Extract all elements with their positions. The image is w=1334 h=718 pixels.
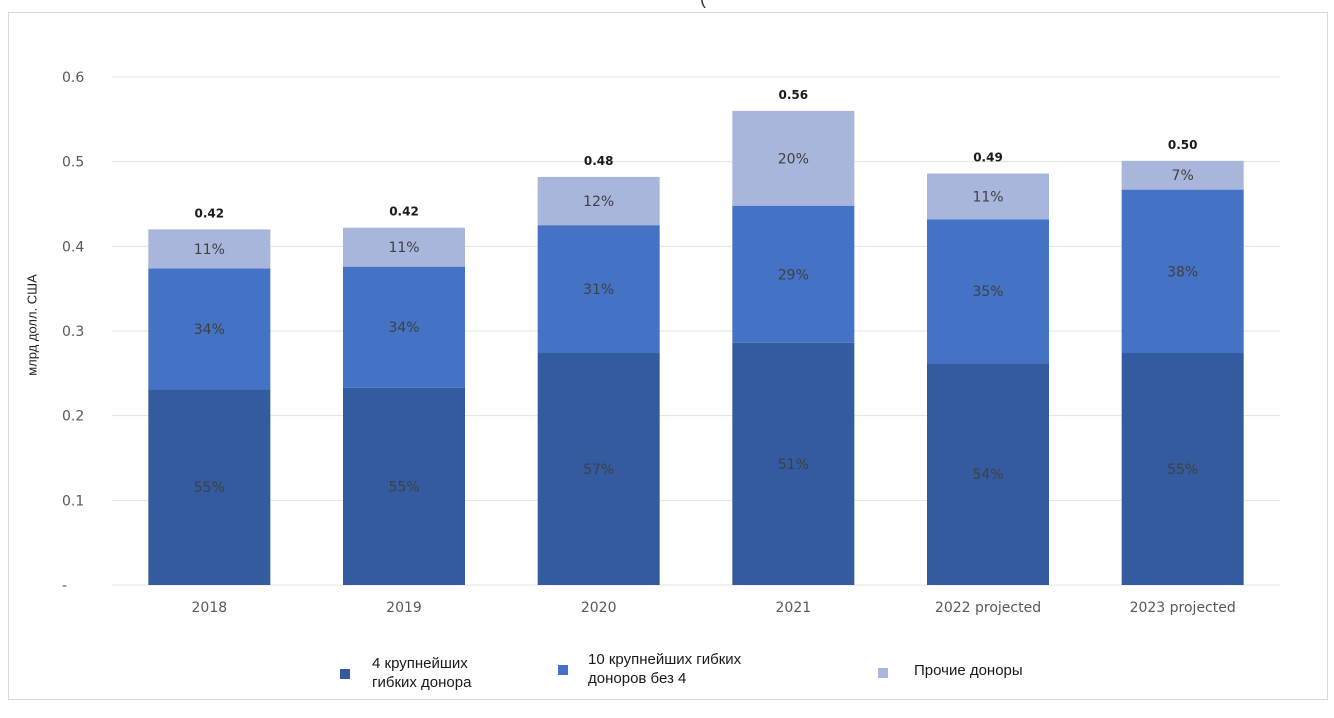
bar-segment bbox=[537, 225, 660, 354]
segment-data-label: 55% bbox=[194, 480, 225, 496]
bar-segment bbox=[148, 268, 271, 390]
legend-item-other: Прочие доноры bbox=[878, 661, 1023, 680]
segment-data-label: 20% bbox=[778, 151, 809, 167]
x-tick-label: 2023 projected bbox=[1130, 600, 1236, 616]
segment-data-label: 34% bbox=[388, 320, 419, 336]
x-tick-label: 2020 bbox=[581, 600, 617, 616]
segment-data-label: 11% bbox=[194, 242, 225, 258]
y-tick-label: 0.5 bbox=[62, 155, 84, 171]
x-tick-label: 2018 bbox=[192, 600, 228, 616]
bar-total-label: 0.49 bbox=[973, 151, 1003, 165]
bar-segment bbox=[148, 389, 271, 585]
segment-data-label: 29% bbox=[778, 267, 809, 283]
x-tick-labels: 2018 2019 2020 2021 2022 projected 2023 proje… bbox=[192, 600, 1236, 616]
legend-swatch-top10 bbox=[558, 665, 568, 675]
bar-total-label: 0.48 bbox=[584, 154, 614, 168]
legend-label-other: Прочие доноры bbox=[914, 662, 1023, 679]
bar-segment bbox=[927, 363, 1049, 585]
y-tick-label: - bbox=[62, 578, 67, 594]
bar-segment bbox=[1121, 189, 1244, 354]
segment-data-label: 55% bbox=[388, 479, 419, 495]
gridlines bbox=[112, 76, 1280, 586]
bar-segment bbox=[148, 229, 271, 269]
chart-frame bbox=[8, 12, 1328, 700]
segment-data-label: 38% bbox=[1167, 264, 1198, 280]
bar-segment bbox=[537, 176, 660, 226]
legend-swatch-top4 bbox=[340, 669, 350, 679]
segment-data-label: 7% bbox=[1172, 168, 1194, 184]
clipped-title-glyph: ( bbox=[700, 0, 706, 9]
segment-data-label: 31% bbox=[583, 282, 614, 298]
bar-segment bbox=[732, 342, 855, 585]
bar-segment bbox=[1121, 160, 1244, 190]
legend-label-top10: 10 крупнейших гибких доноров без 4 bbox=[588, 651, 742, 687]
segment-data-label: 11% bbox=[972, 189, 1003, 205]
y-tick-label: 0.6 bbox=[62, 70, 84, 86]
bar-segment bbox=[927, 173, 1049, 220]
segment-data-label: 51% bbox=[778, 457, 809, 473]
x-tick-label: 2022 projected bbox=[935, 600, 1041, 616]
bar-segment bbox=[343, 387, 465, 585]
segment-data-label: 12% bbox=[583, 194, 614, 210]
bar-segment bbox=[732, 110, 855, 206]
bar-segment bbox=[343, 266, 465, 388]
bar-segment bbox=[537, 353, 660, 585]
bar-segment bbox=[343, 227, 465, 267]
x-tick-label: 2019 bbox=[386, 600, 422, 616]
bar-total-label: 0.42 bbox=[195, 206, 225, 220]
bar-total-label: 0.56 bbox=[779, 88, 809, 102]
bar-segment bbox=[1121, 353, 1244, 585]
segment-data-label: 11% bbox=[388, 240, 419, 256]
segment-data-label: 34% bbox=[194, 322, 225, 338]
y-tick-labels: - 0.1 0.2 0.3 0.4 0.5 0.6 bbox=[62, 70, 84, 594]
y-axis-label-text: млрд долл. США bbox=[24, 274, 40, 376]
legend-label-top4: 4 крупнейших гибких донора bbox=[372, 655, 472, 691]
y-tick-label: 0.3 bbox=[62, 324, 84, 340]
bar-segment bbox=[927, 219, 1049, 364]
segment-data-label: 57% bbox=[583, 462, 614, 478]
legend-swatch-other bbox=[878, 668, 888, 678]
legend-item-top4: 4 крупнейших гибких донора bbox=[340, 654, 484, 692]
y-tick-label: 0.2 bbox=[62, 409, 84, 425]
y-tick-label: 0.4 bbox=[62, 239, 84, 255]
x-tick-label: 2021 bbox=[776, 600, 812, 616]
y-tick-label: 0.1 bbox=[62, 493, 84, 509]
segment-data-label: 55% bbox=[1167, 462, 1198, 478]
legend-item-top10: 10 крупнейших гибких доноров без 4 bbox=[558, 650, 798, 688]
bar-total-label: 0.42 bbox=[389, 205, 419, 219]
bar-segment bbox=[732, 205, 855, 343]
segment-data-label: 35% bbox=[972, 284, 1003, 300]
segment-data-label: 54% bbox=[972, 467, 1003, 483]
bar-total-label: 0.50 bbox=[1168, 138, 1198, 152]
bars: 55% 34% 11% 0.42 55% 34% 11% 0.42 57% 31% 12% 0.48 5… bbox=[148, 88, 1244, 585]
